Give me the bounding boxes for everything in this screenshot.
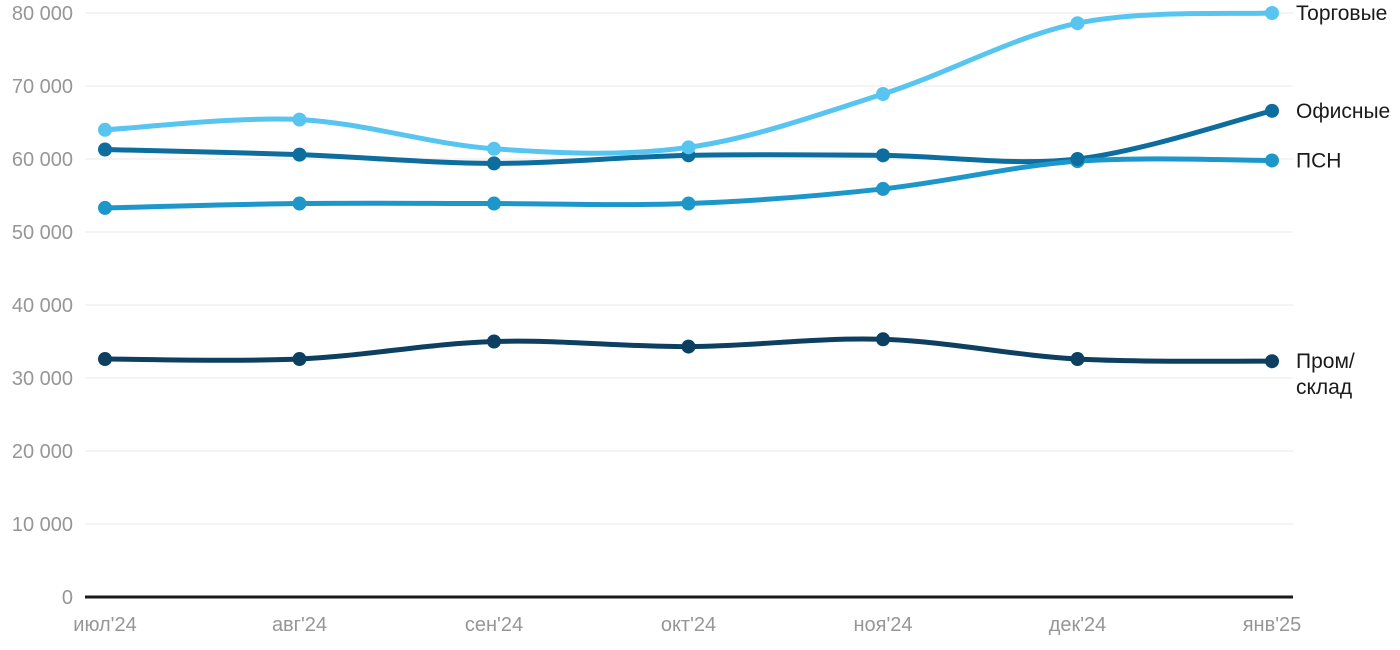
data-point[interactable] bbox=[98, 122, 112, 137]
y-axis-tick-label: 40 000 bbox=[12, 295, 73, 317]
series-legend: Торговые Офисные ПСН Пром/склад bbox=[1296, 2, 1390, 399]
y-axis-tick-label: 50 000 bbox=[12, 222, 73, 244]
y-axis-tick-label: 30 000 bbox=[12, 368, 73, 390]
x-axis-tick-label: ноя'24 bbox=[853, 614, 912, 636]
data-point[interactable] bbox=[1265, 6, 1279, 20]
gridlines bbox=[85, 12, 1293, 525]
y-axis-tick-label: 70 000 bbox=[12, 76, 73, 98]
data-point[interactable] bbox=[681, 339, 696, 354]
y-axis-tick-label: 60 000 bbox=[12, 149, 73, 171]
data-point[interactable] bbox=[487, 141, 501, 156]
data-point[interactable] bbox=[98, 352, 112, 367]
data-point[interactable] bbox=[876, 181, 890, 196]
x-axis-tick-label: сен'24 bbox=[465, 614, 523, 636]
series-label: ПСН bbox=[1296, 149, 1341, 172]
y-axis-tick-label: 10 000 bbox=[12, 514, 73, 536]
series-label: Офисные bbox=[1296, 100, 1390, 123]
data-point[interactable] bbox=[292, 147, 307, 162]
data-point[interactable] bbox=[98, 142, 112, 157]
x-axis-labels: июл'24 авг'24 сен'24 окт'24 ноя'24 дек'24 янв'… bbox=[73, 614, 1301, 636]
series-label: склад bbox=[1296, 376, 1352, 399]
x-axis-tick-label: окт'24 bbox=[661, 614, 716, 636]
series-label: Торговые bbox=[1296, 2, 1387, 25]
series-lines bbox=[102, 10, 1275, 364]
data-point[interactable] bbox=[487, 196, 501, 211]
data-point[interactable] bbox=[487, 156, 501, 171]
data-point[interactable] bbox=[1265, 354, 1279, 369]
data-point[interactable] bbox=[292, 196, 307, 211]
y-axis-tick-label: 0 bbox=[62, 587, 73, 609]
x-axis-tick-label: янв'25 bbox=[1243, 614, 1302, 636]
series-markers bbox=[98, 6, 1279, 369]
data-point[interactable] bbox=[876, 148, 890, 163]
x-axis-tick-label: авг'24 bbox=[272, 614, 327, 636]
data-point[interactable] bbox=[292, 112, 307, 127]
data-point[interactable] bbox=[487, 334, 501, 349]
series-label: Пром/ bbox=[1296, 350, 1355, 373]
y-axis-labels: 0 10 000 20 000 30 000 40 000 50 000 60 000 70 … bbox=[12, 3, 73, 609]
data-point[interactable] bbox=[292, 352, 307, 367]
data-point[interactable] bbox=[1070, 16, 1085, 31]
y-axis-tick-label: 80 000 bbox=[12, 3, 73, 25]
data-point[interactable] bbox=[681, 196, 696, 211]
x-axis-tick-label: дек'24 bbox=[1049, 614, 1107, 636]
data-point[interactable] bbox=[98, 200, 112, 215]
x-axis-tick-label: июл'24 bbox=[73, 614, 136, 636]
data-point[interactable] bbox=[876, 87, 890, 102]
series-line bbox=[102, 10, 1275, 156]
data-point[interactable] bbox=[876, 332, 890, 347]
data-point[interactable] bbox=[1265, 103, 1279, 118]
y-axis-tick-label: 20 000 bbox=[12, 441, 73, 463]
data-point[interactable] bbox=[1265, 153, 1279, 168]
data-point[interactable] bbox=[1070, 352, 1085, 367]
data-point[interactable] bbox=[681, 140, 696, 155]
data-point[interactable] bbox=[1070, 152, 1085, 166]
